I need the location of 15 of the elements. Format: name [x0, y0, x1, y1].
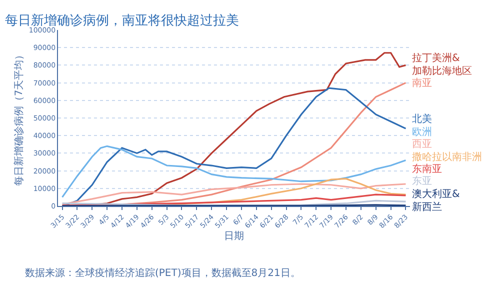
series-label: 拉丁美洲&加勒比海地区: [412, 52, 472, 77]
series-label: 澳大利亚&新西兰: [412, 188, 460, 213]
text: 西亚: [412, 139, 432, 150]
line-series: [61, 145, 407, 198]
text: 欧洲: [412, 126, 432, 138]
text: 撒哈拉以南非洲: [412, 151, 482, 163]
line-series: [61, 194, 407, 206]
source-note: 数据来源：全球疫情经济追踪(PET)项目，数据截至8月21日。: [25, 267, 300, 279]
y-axis-title: 每日新增确诊病例（7天平均）: [12, 50, 25, 186]
series-label: 东亚: [412, 175, 432, 187]
line-series: [61, 183, 407, 206]
x-axis-title: 日期: [224, 230, 244, 242]
series-label: 南亚: [412, 77, 432, 89]
text: 东南亚: [412, 163, 442, 175]
series-label: 北美: [412, 113, 432, 125]
